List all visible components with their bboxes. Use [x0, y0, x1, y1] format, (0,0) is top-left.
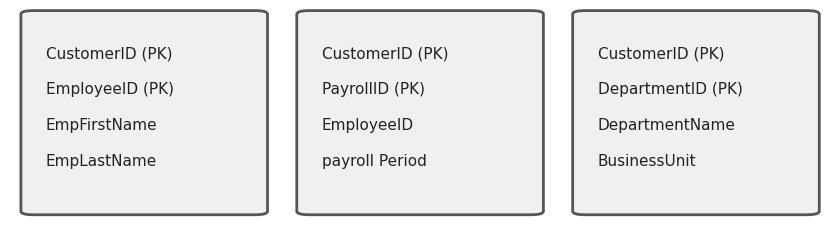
Text: payroll Period: payroll Period — [322, 154, 426, 169]
FancyBboxPatch shape — [297, 12, 543, 215]
Text: ......: ...... — [46, 225, 75, 231]
Text: EmpFirstName: EmpFirstName — [46, 118, 158, 133]
Text: EmployeeID: EmployeeID — [322, 118, 414, 133]
Text: ......: ...... — [598, 225, 627, 231]
Text: PayrollID (PK): PayrollID (PK) — [322, 82, 425, 97]
Text: DepartmentID (PK): DepartmentID (PK) — [598, 82, 742, 97]
Text: ......: ...... — [322, 225, 351, 231]
FancyBboxPatch shape — [21, 12, 268, 215]
Text: EmpLastName: EmpLastName — [46, 154, 157, 169]
Text: EmployeeID (PK): EmployeeID (PK) — [46, 82, 174, 97]
Text: BusinessUnit: BusinessUnit — [598, 154, 696, 169]
Text: CustomerID (PK): CustomerID (PK) — [322, 46, 448, 61]
FancyBboxPatch shape — [573, 12, 819, 215]
Text: DepartmentName: DepartmentName — [598, 118, 736, 133]
Text: CustomerID (PK): CustomerID (PK) — [46, 46, 172, 61]
Text: CustomerID (PK): CustomerID (PK) — [598, 46, 724, 61]
